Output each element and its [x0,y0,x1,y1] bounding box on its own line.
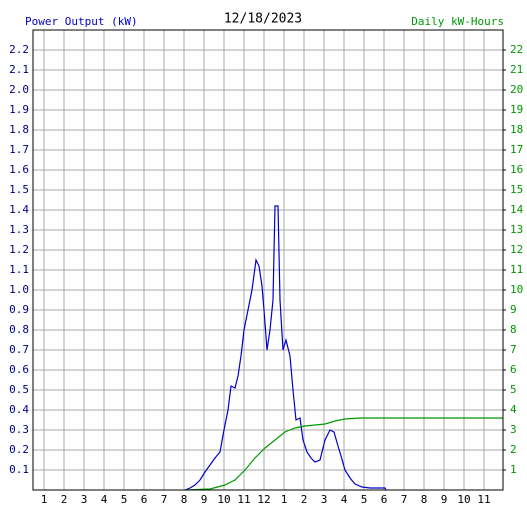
x-tick-label: 10 [457,493,470,506]
series-line [184,205,387,491]
y-tick-label: 0.8 [9,323,29,336]
plot-frame [32,29,504,491]
y-tick-label: 0.7 [9,343,29,356]
x-tick-label: 12 [257,493,270,506]
plot-border [32,29,504,491]
y2-tick-label: 19 [510,103,523,116]
y-tick-label: 0.1 [9,463,29,476]
x-tick-label: 3 [81,493,88,506]
x-tick-label: 9 [201,493,208,506]
y2-tick-label: 1 [510,463,517,476]
chart-title: 12/18/2023 [224,12,302,27]
y-tick-label: 0.3 [9,423,29,436]
y2-tick-label: 14 [510,203,524,216]
y-tick-label: 0.5 [9,383,29,396]
x-tick-label: 7 [401,493,408,506]
y-tick-label: 1.8 [9,123,29,136]
y-tick-label: 0.4 [9,403,29,416]
x-tick-label: 4 [341,493,348,506]
y2-tick-label: 3 [510,423,517,436]
x-tick-label: 6 [141,493,148,506]
x-tick-label: 8 [421,493,428,506]
y-tick-label: 2.1 [9,63,29,76]
y-tick-label: 0.9 [9,303,29,316]
y-tick-label: 1.1 [9,263,29,276]
y2-tick-label: 16 [510,163,523,176]
x-tick-label: 2 [61,493,68,506]
x-tick-label: 1 [41,493,48,506]
x-tick-label: 6 [381,493,388,506]
x-tick-label: 10 [217,493,230,506]
y2-tick-label: 6 [510,363,517,376]
y2-tick-label: 17 [510,143,523,156]
x-tick-label: 5 [121,493,128,506]
y-tick-label: 1.5 [9,183,29,196]
y-tick-label: 2.2 [9,43,29,56]
y2-tick-label: 20 [510,83,523,96]
y2-tick-label: 7 [510,343,517,356]
y2-tick-label: 22 [510,43,523,56]
x-tick-label: 9 [441,493,448,506]
y-tick-label: 1.3 [9,223,29,236]
y2-tick-label: 12 [510,243,523,256]
x-tick-label: 11 [237,493,250,506]
y2-tick-label: 21 [510,63,523,76]
x-tick-label: 5 [361,493,368,506]
y2-tick-label: 10 [510,283,523,296]
y2-tick-label: 11 [510,263,523,276]
y2-tick-label: 9 [510,303,517,316]
y-tick-label: 1.6 [9,163,29,176]
x-tick-label: 2 [301,493,308,506]
y-tick-label: 1.9 [9,103,29,116]
y2-tick-label: 15 [510,183,523,196]
y2-tick-label: 18 [510,123,523,136]
y-tick-label: 2.0 [9,83,29,96]
y-tick-label: 1.0 [9,283,29,296]
x-tick-label: 4 [101,493,108,506]
y-tick-label: 0.6 [9,363,29,376]
y2-tick-label: 2 [510,443,517,456]
y2-axis-label: Daily kW-Hours [411,15,504,28]
y-tick-label: 0.2 [9,443,29,456]
x-tick-label: 3 [321,493,328,506]
x-tick-label: 7 [161,493,168,506]
y2-tick-label: 13 [510,223,523,236]
y2-tick-label: 5 [510,383,517,396]
x-tick-label: 11 [477,493,490,506]
x-tick-label: 8 [181,493,188,506]
y-tick-label: 1.7 [9,143,29,156]
y-tick-label: 1.4 [9,203,29,216]
y-tick-label: 1.2 [9,243,29,256]
x-tick-label: 1 [281,493,288,506]
y2-tick-label: 4 [510,403,517,416]
series-line [184,417,503,491]
y2-tick-label: 8 [510,323,517,336]
y-axis-label: Power Output (kW) [25,15,138,28]
